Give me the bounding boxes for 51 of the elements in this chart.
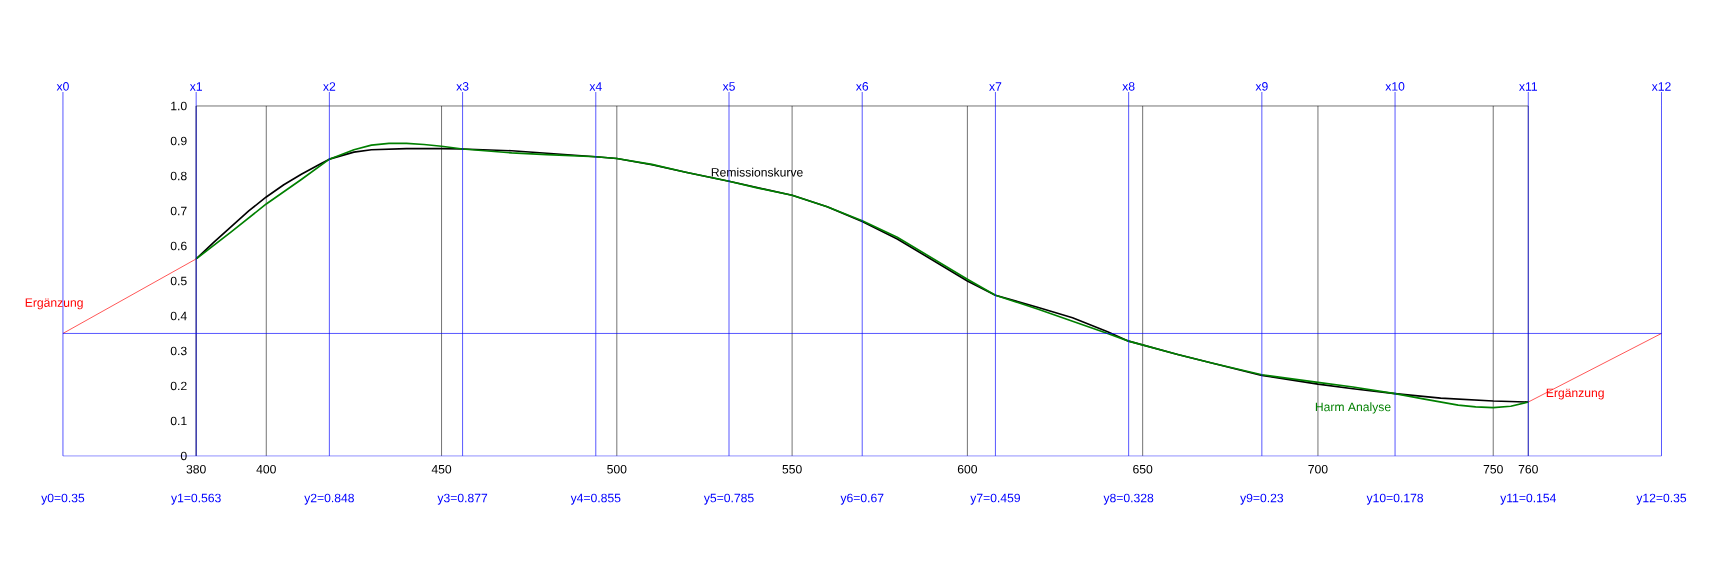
x-tick-label: 700 [1308, 464, 1328, 474]
ref-line-label: x11 [1519, 82, 1538, 91]
y-tick-label: 0.4 [170, 311, 187, 321]
text: y5=0.785 [703, 493, 754, 505]
ref-line-label: x8 [1122, 81, 1135, 91]
text: y6=0.67 [840, 493, 884, 505]
y-tick-label: 0.7 [170, 206, 187, 216]
text: y7=0.459 [970, 493, 1020, 505]
text: y12=0.35 [1636, 493, 1687, 505]
y-tick-label: 0.1 [170, 416, 187, 426]
text: y8=0.328 [1103, 493, 1154, 505]
text: y2=0.848 [304, 493, 354, 505]
x-tick-label: 380 [186, 464, 206, 474]
ref-line-label: x5 [722, 82, 735, 91]
ref-line-label: x6 [855, 81, 869, 91]
ref-line-label: x10 [1385, 81, 1405, 91]
text: y10=0.178 [1366, 493, 1424, 505]
ref-line-label: x1 [189, 82, 202, 91]
y-tick-label: 0.9 [170, 136, 187, 146]
y-tick-label: 0.5 [170, 276, 187, 286]
text: y11=0.154 [1500, 493, 1556, 505]
ref-line-label: x3 [456, 81, 469, 91]
y-tick-label: 0.6 [170, 241, 187, 251]
ref-line-label: x0 [56, 81, 69, 91]
x-tick-label: 400 [256, 464, 276, 474]
x-tick-label: 500 [607, 464, 627, 474]
series-label: Ergänzung [25, 298, 83, 310]
y-tick-label: 1.0 [171, 101, 187, 111]
x-tick-label: 760 [1518, 464, 1538, 474]
x-tick-label: 650 [1133, 464, 1153, 474]
series-label: Harm Analyse [1315, 402, 1391, 414]
y-tick-label: 0.3 [170, 346, 187, 356]
ref-line-label: x2 [323, 82, 336, 91]
ref-line-label: x7 [989, 82, 1002, 91]
x-tick-label: 550 [782, 464, 802, 474]
text: y9=0.23 [1240, 493, 1284, 505]
series-label: Remissionskurve [711, 167, 803, 177]
ref-line-label: x9 [1255, 81, 1268, 91]
text: y1=0.563 [171, 493, 221, 505]
ref-line-label: x12 [1651, 82, 1671, 91]
y-tick-label: 0.8 [170, 171, 187, 181]
y-tick-label: 0.2 [170, 381, 187, 391]
text: y4=0.855 [570, 493, 621, 505]
x-tick-label: 600 [957, 464, 978, 474]
ref-line-label: x4 [589, 82, 602, 91]
series-label: Ergänzung [1546, 388, 1604, 400]
text: y3=0.877 [437, 493, 488, 505]
y-tick-label: 0 [180, 451, 187, 461]
text: y0=0.35 [41, 493, 85, 505]
x-tick-label: 750 [1483, 464, 1503, 474]
x-tick-label: 450 [431, 464, 452, 474]
